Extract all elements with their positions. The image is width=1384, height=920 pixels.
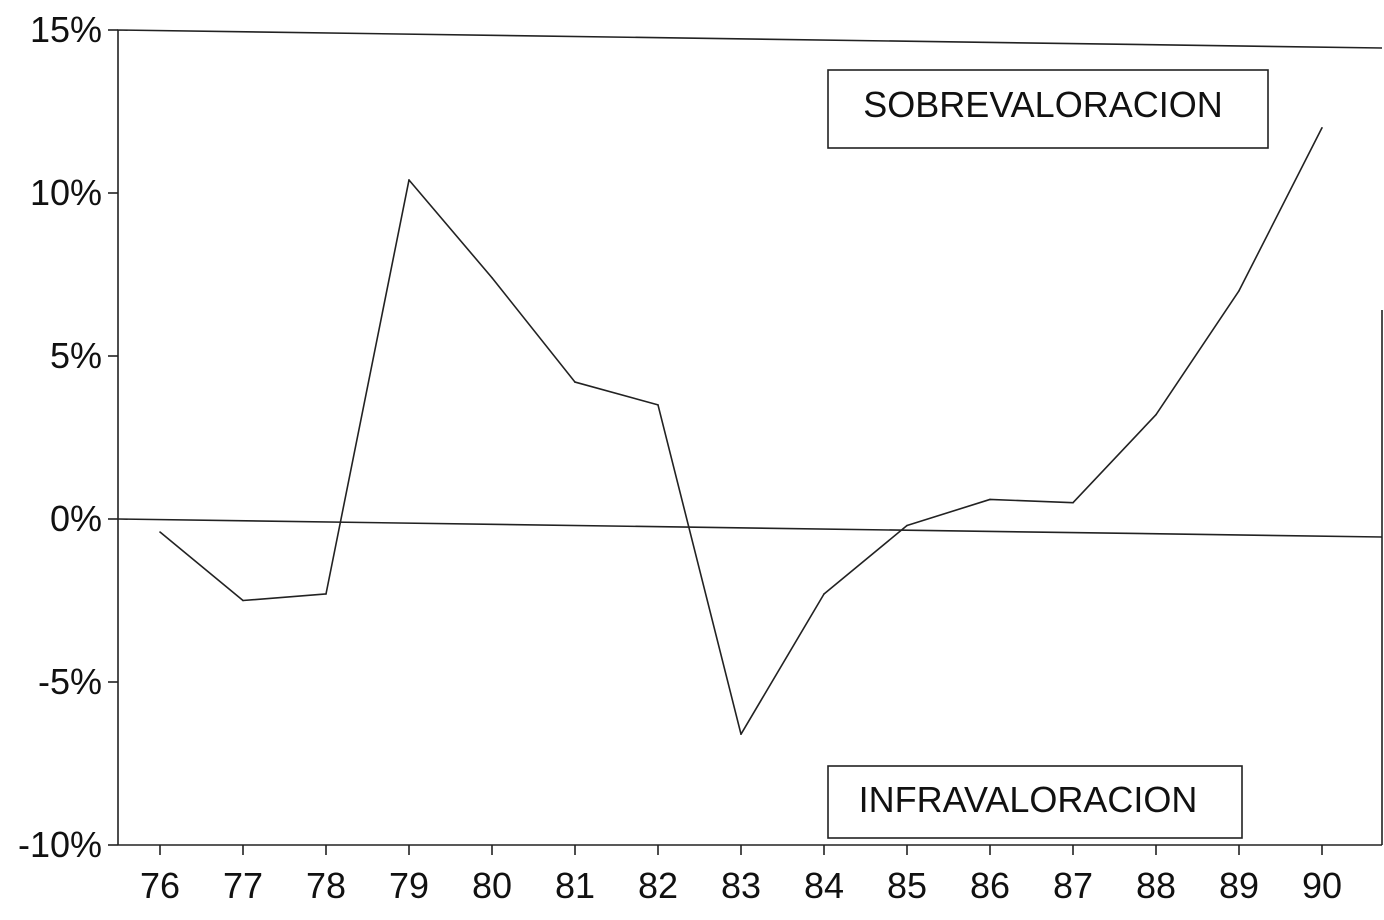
x-tick-label: 90 bbox=[1302, 865, 1342, 906]
x-tick-label: 88 bbox=[1136, 865, 1176, 906]
x-axis: 76 77 78 79 80 81 82 83 84 85 86 87 88 89 90 bbox=[140, 845, 1342, 906]
annotation-box: SOBREVALORACION bbox=[827, 69, 1269, 149]
y-axis: 15% 10% 5% 0% -5% -10% bbox=[18, 9, 118, 865]
x-tick-label: 80 bbox=[472, 865, 512, 906]
series-line bbox=[159, 127, 1323, 735]
x-tick-label: 79 bbox=[389, 865, 429, 906]
y-tick-label: 0% bbox=[50, 498, 102, 539]
data-point bbox=[989, 498, 991, 501]
plot-frame bbox=[117, 29, 1383, 846]
data-point bbox=[823, 593, 825, 595]
y-tick-label: 10% bbox=[30, 172, 102, 213]
plot-frame-top-left bbox=[117, 29, 1383, 845]
zero-reference-line bbox=[117, 518, 1383, 538]
y-tick-label: 15% bbox=[30, 9, 102, 50]
data-point bbox=[242, 599, 244, 602]
data-point bbox=[491, 276, 493, 279]
data-point bbox=[1321, 127, 1323, 129]
data-point bbox=[159, 531, 161, 533]
x-tick-label: 84 bbox=[804, 865, 844, 906]
y-tick-label: 5% bbox=[50, 335, 102, 376]
series-layer bbox=[159, 127, 1323, 735]
annotation-text: INFRAVALORACION bbox=[859, 779, 1198, 820]
zero-line bbox=[117, 518, 1383, 538]
data-point bbox=[1238, 290, 1240, 292]
data-point bbox=[408, 179, 410, 181]
y-tick-label: -10% bbox=[18, 824, 102, 865]
y-tick-label: -5% bbox=[38, 661, 102, 702]
data-point bbox=[740, 733, 742, 735]
x-tick-label: 78 bbox=[306, 865, 346, 906]
data-point bbox=[574, 381, 576, 383]
x-tick-label: 77 bbox=[223, 865, 263, 906]
x-tick-label: 86 bbox=[970, 865, 1010, 906]
x-tick-label: 81 bbox=[555, 865, 595, 906]
x-tick-label: 85 bbox=[887, 865, 927, 906]
data-point bbox=[325, 593, 327, 595]
annotation-text: SOBREVALORACION bbox=[863, 84, 1222, 125]
x-tick-label: 89 bbox=[1219, 865, 1259, 906]
x-tick-label: 82 bbox=[638, 865, 678, 906]
annotation-box: INFRAVALORACION bbox=[827, 765, 1243, 839]
x-tick-label: 76 bbox=[140, 865, 180, 906]
x-tick-label: 87 bbox=[1053, 865, 1093, 906]
annotations: SOBREVALORACION INFRAVALORACION bbox=[827, 69, 1269, 839]
data-point bbox=[1072, 501, 1074, 504]
annotation-frame bbox=[827, 69, 1269, 149]
data-point bbox=[906, 524, 908, 527]
annotation-frame bbox=[827, 765, 1243, 839]
data-point bbox=[1155, 413, 1157, 416]
data-point bbox=[657, 404, 659, 406]
x-tick-label: 83 bbox=[721, 865, 761, 906]
